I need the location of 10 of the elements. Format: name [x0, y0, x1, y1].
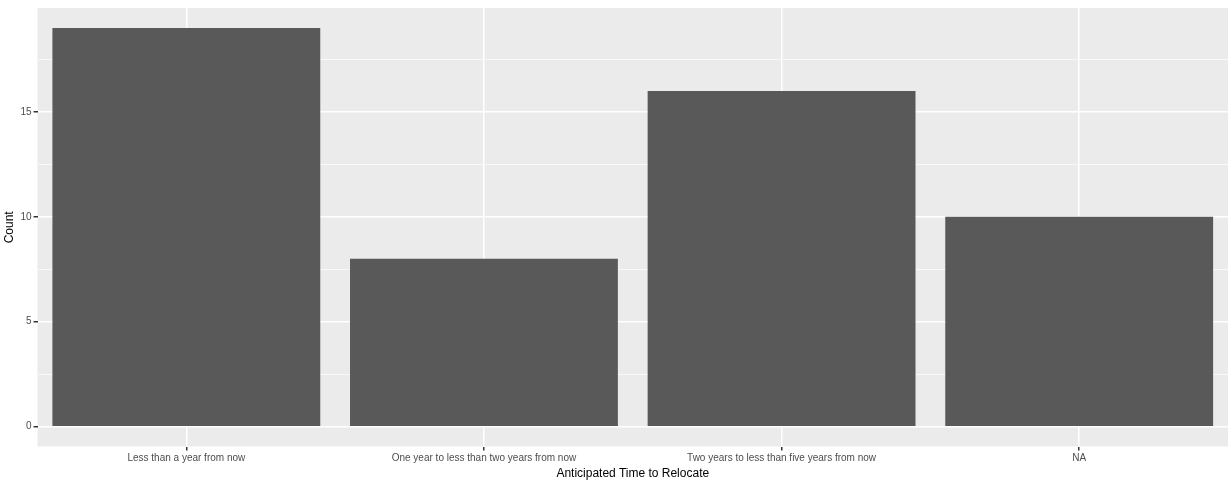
- x-tick-label: Two years to less than five years from now: [687, 452, 877, 464]
- y-tick-label: 5: [25, 315, 32, 327]
- x-axis-title: Anticipated Time to Relocate: [556, 466, 710, 481]
- x-tick-label: NA: [1072, 452, 1087, 464]
- x-tick-label: One year to less than two years from now: [391, 452, 577, 464]
- y-tick-label: 10: [20, 210, 32, 222]
- y-tick-label: 15: [20, 105, 32, 117]
- x-tick-label: Less than a year from now: [127, 452, 247, 464]
- y-axis-title: Count: [1, 210, 16, 244]
- y-tick-label: 0: [25, 420, 32, 432]
